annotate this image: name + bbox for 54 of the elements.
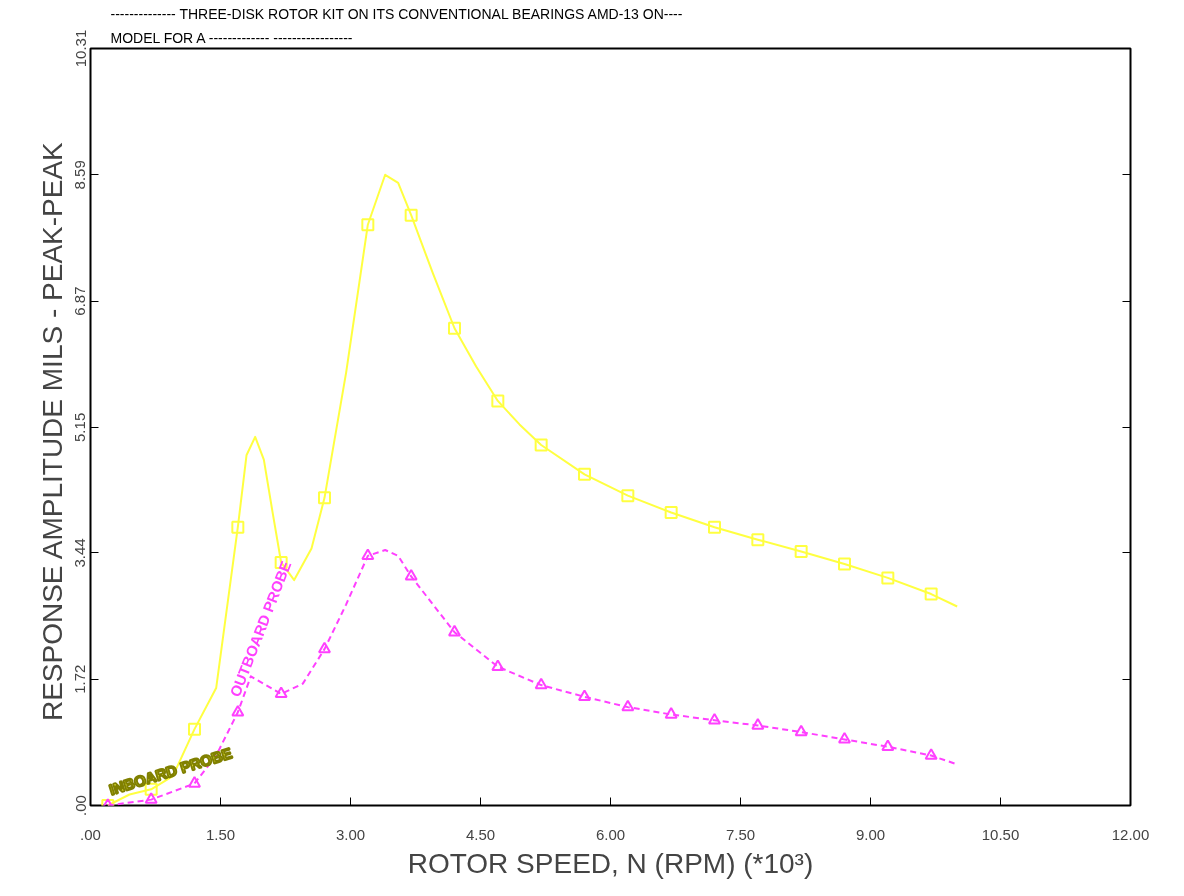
point <box>231 704 245 717</box>
x-tick-label: 3.00 <box>335 825 366 843</box>
point <box>318 641 331 654</box>
point <box>881 739 895 751</box>
point <box>664 707 678 719</box>
point <box>578 689 591 702</box>
point <box>881 571 895 585</box>
point <box>318 491 331 505</box>
point <box>578 467 591 481</box>
point <box>274 686 288 699</box>
x-tick-label: 9.00 <box>855 825 886 843</box>
point <box>924 587 938 601</box>
y-tick-label: 1.72 <box>71 664 89 694</box>
y-tick-label: 5.15 <box>71 412 89 442</box>
x-axis-title: ROTOR SPEED, N (RPM) (*10³) <box>407 847 814 879</box>
point <box>534 438 548 452</box>
chart-subtitle: MODEL FOR A ------------- ----------------- <box>110 29 353 46</box>
y-axis-title: RESPONSE AMPLITUDE MILS - PEAK-PEAK <box>36 141 68 722</box>
point <box>188 776 201 788</box>
point <box>794 544 808 558</box>
point <box>838 732 851 744</box>
point <box>361 218 375 232</box>
chart-title: -------------- THREE-DISK ROTOR KIT ON ITS CONVENTIONAL BEARINGS AMD-13 ON---- <box>110 5 683 22</box>
x-tick-label: 10.50 <box>981 825 1020 843</box>
x-tick-label: 1.50 <box>205 825 236 843</box>
x-tick-label: 7.50 <box>725 825 756 843</box>
point <box>361 548 375 561</box>
point <box>924 748 938 760</box>
point <box>448 624 461 637</box>
point <box>231 520 245 534</box>
point <box>708 520 721 534</box>
y-tick-label: 3.44 <box>71 538 89 568</box>
point <box>751 718 765 730</box>
x-tick-label: 4.50 <box>465 825 496 843</box>
x-tick-label: 6.00 <box>595 825 626 843</box>
point <box>751 533 765 547</box>
point <box>188 722 201 736</box>
point <box>664 506 678 520</box>
point <box>621 699 635 712</box>
point <box>404 569 418 581</box>
point <box>838 557 851 571</box>
point <box>491 659 505 671</box>
y-tick-label: 10.31 <box>71 29 89 68</box>
point <box>448 321 461 335</box>
y-tick-label: 8.59 <box>71 160 89 190</box>
y-tick-label: 6.87 <box>71 286 89 316</box>
point <box>708 712 721 725</box>
point <box>534 677 548 690</box>
y-tick-label: .00 <box>71 795 89 816</box>
x-tick-label: 12.00 <box>1111 825 1150 843</box>
point <box>621 489 635 503</box>
point <box>794 724 808 737</box>
point <box>404 208 418 222</box>
point <box>491 394 505 408</box>
